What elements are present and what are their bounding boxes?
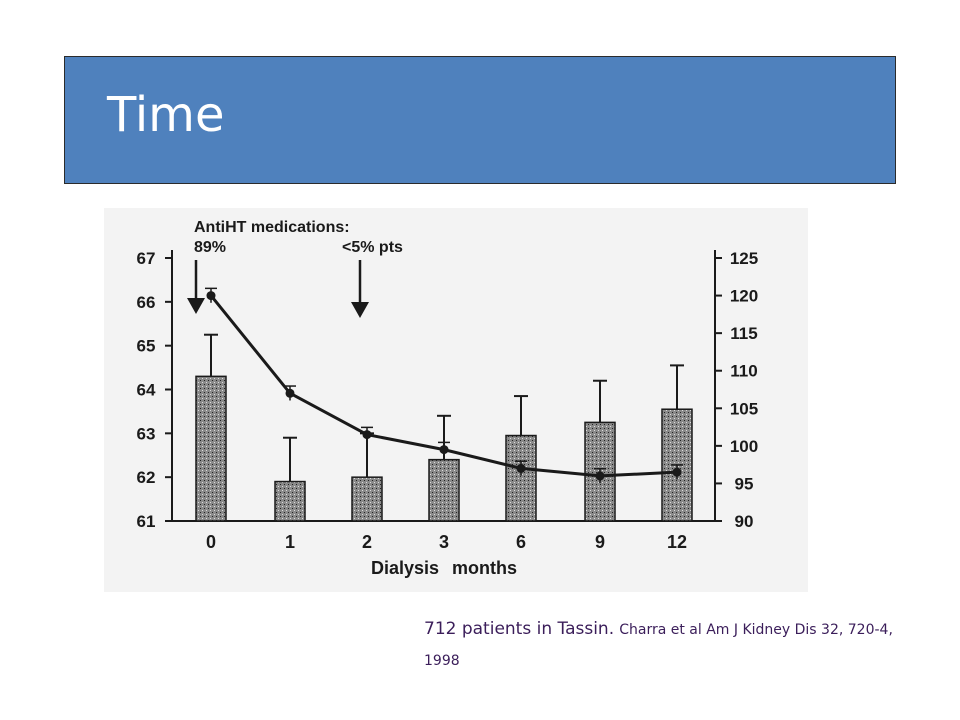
caption: 712 patients in Tassin. Charra et al Am …: [424, 614, 894, 676]
y-right-tick-label: 115: [730, 324, 757, 343]
line-point: [362, 430, 372, 440]
annotation-line: 89%: [194, 239, 226, 256]
x-tick-label: 1: [285, 532, 295, 552]
caption-main: 712 patients in Tassin.: [424, 619, 615, 639]
line-point: [206, 291, 216, 301]
y-right-tick-label: 120: [730, 287, 758, 306]
caption-reference: Charra et al Am J Kidney Dis 32, 720-4, …: [424, 622, 893, 669]
title-bar: Time: [64, 56, 896, 184]
y-right-tick-label: 90: [735, 512, 754, 531]
x-tick-label: 3: [439, 532, 449, 552]
y-left-tick-label: 65: [137, 337, 156, 356]
bar: [274, 480, 306, 522]
y-left-tick-label: 61: [137, 512, 156, 531]
chart-figure: 61 62 63 64 65 66 67 90 95 100 105 110 115 120 125 0 1 2 3…: [104, 208, 808, 592]
x-tick-label: 0: [206, 532, 216, 552]
x-tick-label: 2: [362, 532, 372, 552]
y-right-tick-label: 100: [730, 437, 758, 456]
y-right-tick-label: 125: [730, 249, 758, 268]
y-left-tick-label: 63: [137, 424, 156, 443]
line-point: [285, 388, 295, 398]
annotation-line: <5% pts: [342, 239, 403, 256]
line-point: [595, 471, 605, 481]
x-tick-label: 12: [667, 532, 687, 552]
bar: [195, 375, 227, 522]
y-right-tick-label: 95: [735, 474, 754, 493]
annotation-arrow-head: [351, 302, 369, 318]
x-axis-label: Dialysis months: [371, 558, 517, 578]
x-tick-label: 6: [516, 532, 526, 552]
line-point: [672, 467, 682, 477]
y-left-tick-label: 64: [137, 381, 156, 400]
y-right-tick-label: 110: [730, 362, 757, 381]
annotation-arrow-head: [187, 298, 205, 314]
bar: [505, 434, 537, 522]
line-point: [439, 445, 449, 455]
y-left-tick-label: 66: [137, 293, 156, 312]
x-tick-label: 9: [595, 532, 605, 552]
y-right-tick-label: 105: [730, 399, 758, 418]
bar: [351, 476, 383, 522]
y-left-tick-label: 67: [137, 249, 156, 268]
bar: [428, 458, 460, 522]
annotation-line: AntiHT medications:: [194, 219, 350, 236]
slide-title: Time: [107, 87, 225, 143]
y-left-tick-label: 62: [137, 468, 156, 487]
line-point: [516, 463, 526, 473]
